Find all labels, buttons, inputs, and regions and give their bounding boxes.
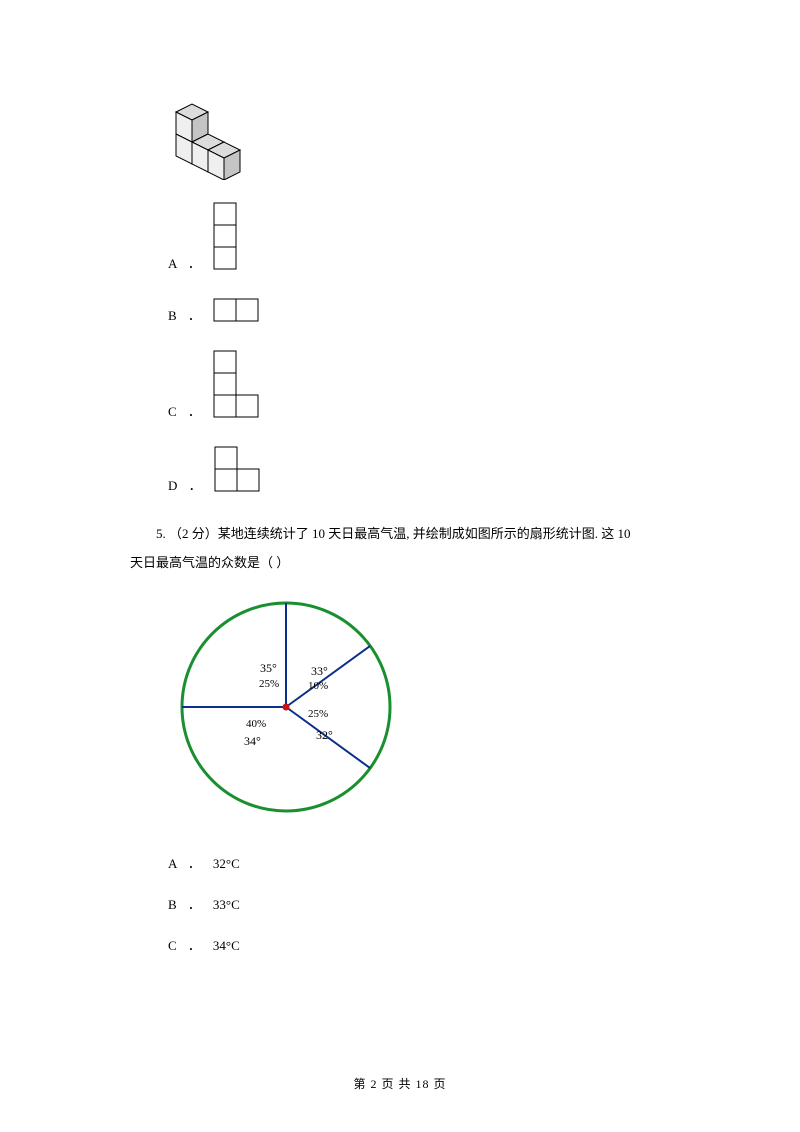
q5-b-label: B ． [168,894,205,913]
svg-text:32°: 32° [316,728,333,742]
option-a-svg [213,202,239,272]
svg-text:25%: 25% [259,678,279,690]
page-footer: 第 2 页 共 18 页 [0,1075,800,1092]
q5-c-label: C ． [168,935,205,954]
q5-text: 5. （2 分）某地连续统计了 10 天日最高气温, 并绘制成如图所示的扇形统计… [130,520,690,577]
q5-a-text: 32°C [213,856,240,872]
q4-option-c: C ． [168,350,690,420]
q5-line1: 5. （2 分）某地连续统计了 10 天日最高气温, 并绘制成如图所示的扇形统计… [130,520,690,549]
q5-c-text: 34°C [213,938,240,954]
svg-text:10%: 10% [308,680,328,692]
q5-option-b: B ． 33°C [168,894,690,913]
svg-text:35°: 35° [260,661,277,675]
q5-answers: A ． 32°C B ． 33°C C ． 34°C [130,853,690,954]
q5-pie-chart: 35° 25% 33° 10% 40% 34° 25% 32° [166,587,690,831]
option-d-label: D ． [168,475,206,494]
svg-text:25%: 25% [308,708,328,720]
option-b-svg [213,298,261,324]
iso-svg [168,90,258,180]
option-c-svg [213,350,261,420]
pie-svg: 35° 25% 33° 10% 40% 34° 25% 32° [166,587,406,827]
q4-option-d: D ． [168,446,690,494]
option-d-svg [214,446,262,494]
svg-text:33°: 33° [311,664,328,678]
q5-b-text: 33°C [213,897,240,913]
option-a-label: A ． [168,253,205,272]
option-b-label: B ． [168,305,205,324]
q5-option-c: C ． 34°C [168,935,690,954]
svg-text:34°: 34° [244,734,261,748]
q4-option-b: B ． [168,298,690,324]
q5-line2: 天日最高气温的众数是（ ） [130,549,690,578]
q4-option-a: A ． [168,202,690,272]
q4-isometric-figure [168,90,690,184]
svg-text:40%: 40% [246,718,266,730]
option-c-label: C ． [168,401,205,420]
q5-a-label: A ． [168,853,205,872]
page-content: A ． B ． C ． [0,0,800,1132]
q5-option-a: A ． 32°C [168,853,690,872]
